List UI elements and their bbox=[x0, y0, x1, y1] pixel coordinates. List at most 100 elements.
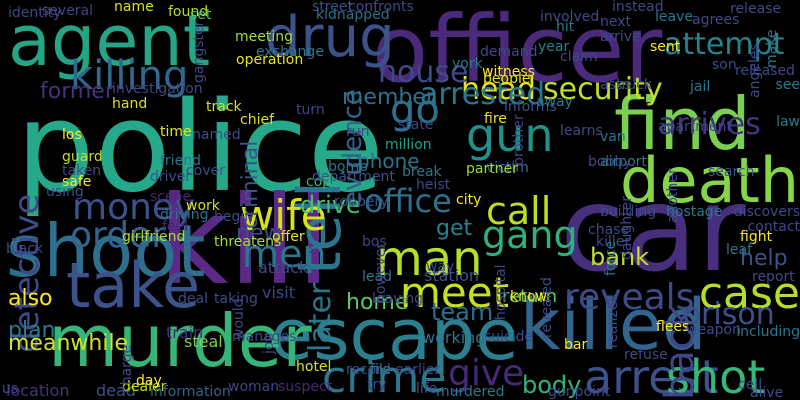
word-information: information bbox=[150, 384, 231, 400]
word-brother: brother bbox=[511, 114, 527, 166]
word-daughter: daughter bbox=[619, 196, 635, 260]
word-hostage: hostage bbox=[666, 204, 723, 220]
word-life: life bbox=[416, 381, 438, 397]
word-black: black bbox=[6, 241, 44, 257]
word-reveals: reveals bbox=[564, 277, 695, 318]
word-steal: steal bbox=[184, 332, 223, 351]
word-suspect: suspect bbox=[278, 379, 333, 395]
word-offer: offer bbox=[272, 229, 305, 245]
word-agrees: agrees bbox=[692, 12, 740, 28]
word-several: several bbox=[42, 3, 94, 19]
word-file: file bbox=[370, 362, 392, 378]
word-people: people bbox=[483, 71, 531, 87]
word-release: release bbox=[730, 1, 782, 17]
word-dealer: dealer bbox=[122, 379, 167, 395]
word-taking: taking bbox=[214, 291, 258, 307]
word-robbery: robbery bbox=[334, 194, 389, 210]
word-using: using bbox=[46, 184, 84, 200]
word-hospital: hospital bbox=[493, 264, 509, 320]
word-station: station bbox=[424, 266, 480, 285]
word-case: case bbox=[698, 268, 800, 319]
word-head: head bbox=[461, 72, 536, 107]
word-chief: chief bbox=[240, 112, 275, 128]
word-turn: turn bbox=[296, 102, 325, 118]
word-working: working bbox=[422, 328, 486, 347]
word-meeting: meeting bbox=[235, 29, 294, 45]
word-cell: cell bbox=[738, 377, 763, 393]
word-victim: victim bbox=[486, 160, 529, 176]
word-set: set bbox=[190, 7, 212, 23]
word-shoot: shoot bbox=[6, 209, 206, 293]
word-bobby: bobby bbox=[588, 154, 632, 170]
word-named: named bbox=[192, 127, 241, 143]
word-gang: gang bbox=[482, 213, 578, 257]
word-friend: friend bbox=[160, 153, 201, 169]
word-law: law bbox=[776, 114, 800, 130]
word-demand: demand bbox=[480, 44, 538, 60]
word-home: home bbox=[346, 290, 409, 315]
word-get: get bbox=[436, 216, 473, 241]
word-heist: heist bbox=[416, 177, 451, 193]
word-contact: contact bbox=[747, 219, 800, 235]
word-operation: operation bbox=[236, 52, 304, 68]
word-drive: drive bbox=[300, 191, 361, 219]
word-kill: kill bbox=[158, 170, 331, 312]
word-flees: flees bbox=[656, 319, 690, 335]
word-death: death bbox=[620, 144, 800, 217]
word-street: street bbox=[312, 0, 353, 15]
word-jail: jail bbox=[690, 79, 711, 95]
word-million: million bbox=[385, 137, 432, 153]
word-killing: killing bbox=[70, 53, 189, 99]
word-us: us bbox=[2, 381, 19, 397]
word-arrive: arrive bbox=[600, 29, 641, 45]
word-asks: asks bbox=[600, 77, 632, 93]
word-state: state bbox=[398, 117, 434, 133]
word-shot: shot bbox=[666, 350, 766, 400]
word-call: call bbox=[486, 189, 552, 233]
word-year: year bbox=[538, 39, 570, 55]
word-go: go bbox=[390, 87, 440, 133]
word-train: train bbox=[166, 323, 204, 342]
word-away: away bbox=[536, 94, 573, 110]
word-bank: bank bbox=[590, 243, 650, 271]
word-gangster: gangster bbox=[191, 20, 207, 83]
word-office: office bbox=[364, 182, 452, 220]
word-leave: leave bbox=[655, 9, 693, 25]
word-driving: driving bbox=[160, 207, 209, 223]
word-witness: witness bbox=[482, 64, 535, 80]
word-murder: murder bbox=[48, 299, 312, 383]
word-department: department bbox=[312, 169, 395, 185]
word-arrest: arrest bbox=[584, 350, 719, 400]
word-airport: airport bbox=[600, 154, 647, 170]
word-taken: taken bbox=[62, 163, 102, 179]
word-murdered: murdered bbox=[436, 384, 505, 400]
word-attack: attack bbox=[258, 258, 309, 277]
word-leaf: leaf bbox=[726, 242, 753, 258]
word-hit: hit bbox=[556, 19, 575, 35]
word-location: location bbox=[6, 381, 70, 400]
word-team: team bbox=[431, 298, 494, 326]
word-later: later bbox=[303, 282, 338, 352]
word-bar: bar bbox=[564, 337, 588, 353]
word-apartment: apartment bbox=[658, 119, 732, 135]
word-alive: alive bbox=[750, 385, 784, 400]
word-released: released bbox=[735, 63, 795, 79]
word-hotel: hotel bbox=[296, 359, 332, 375]
word-new: new bbox=[236, 221, 282, 246]
word-feel: feel bbox=[162, 219, 189, 235]
word-name: name bbox=[114, 0, 154, 15]
word-lead: lead bbox=[362, 269, 392, 285]
word-however: however bbox=[373, 242, 389, 303]
word-day: day bbox=[136, 373, 162, 389]
word-phone: phone bbox=[357, 149, 420, 173]
word-track: track bbox=[206, 99, 242, 115]
word-try: try bbox=[367, 377, 387, 393]
word-find: find bbox=[614, 82, 751, 166]
word-next: next bbox=[600, 14, 632, 30]
word-return: return bbox=[502, 286, 558, 307]
word-arrested: arrested bbox=[420, 77, 546, 112]
word-gunpoint: gunpoint bbox=[548, 384, 611, 400]
word-weapon: weapon bbox=[686, 322, 741, 338]
word-know: know bbox=[510, 289, 547, 305]
word-revealed: revealed bbox=[539, 277, 555, 338]
